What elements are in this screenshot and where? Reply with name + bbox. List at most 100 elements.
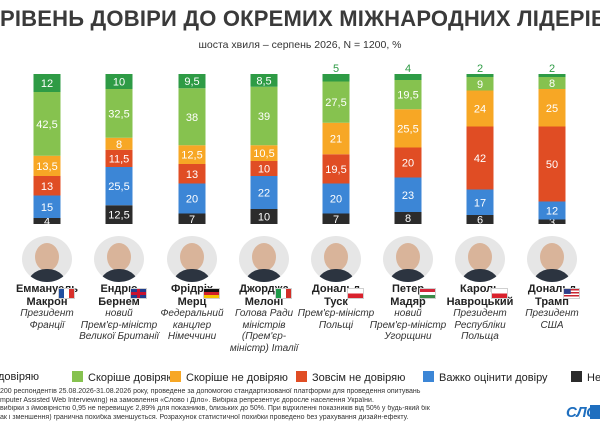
leader-role-line: Федеральний xyxy=(160,308,224,319)
leader-role-line: міністрів (Прем'єр- xyxy=(241,319,287,343)
leader-photo xyxy=(239,236,289,282)
bar-segment xyxy=(178,213,206,224)
bar-segment xyxy=(466,215,494,224)
data-label: 9,5 xyxy=(184,76,199,88)
bar-segment xyxy=(538,201,566,220)
bar-segment xyxy=(105,205,133,224)
data-label: 39 xyxy=(258,111,270,123)
bar-segment xyxy=(105,89,133,138)
bar-segment xyxy=(105,74,133,89)
leader-role-line: Угорщини xyxy=(384,331,432,342)
legend-swatch xyxy=(571,371,582,382)
bar-segment xyxy=(466,126,494,190)
flag-uk-icon xyxy=(130,288,147,299)
data-label: 10 xyxy=(113,77,125,89)
data-label: 25,5 xyxy=(108,181,129,193)
stacked-bar-chart: 4 15 13 13,5 42,5 12 12,5 25,5 11,5 8 32,5 10 7 20 13 1… xyxy=(33,63,566,229)
data-label: 2 xyxy=(477,63,483,75)
bar-segment xyxy=(394,212,422,224)
data-label: 42 xyxy=(474,153,486,165)
data-label: 8,5 xyxy=(256,75,271,87)
footnote-line: вибірки з ймовірністю 0,95 не перевищує … xyxy=(0,405,430,412)
bar-segment xyxy=(178,145,206,164)
leader-last-name: Трамп xyxy=(535,296,569,308)
legend-label: Зовсім не довіряю xyxy=(312,372,406,384)
leader-card: Дональд Трамп Президент США xyxy=(512,236,592,331)
footnote-line: 200 респондентів 25.08.2026-31.08.2026 р… xyxy=(0,388,421,395)
leader-last-name: Бернем xyxy=(98,296,140,308)
bar-segment xyxy=(178,164,206,184)
data-label: 10 xyxy=(258,212,270,224)
data-label: 13,5 xyxy=(36,161,57,173)
legend-swatch xyxy=(170,371,181,382)
leader-first-name: Фрідріх xyxy=(170,283,214,295)
leader-role-line: Прем'єр-міністр xyxy=(369,319,447,331)
bar-segment xyxy=(178,88,206,146)
leader-role-line: новий xyxy=(105,308,133,319)
bar-segment xyxy=(322,154,350,184)
data-label: 11,5 xyxy=(109,153,130,165)
leader-role-line: Прем'єр-міністр xyxy=(80,319,158,331)
bar-segment xyxy=(178,183,206,214)
data-label: 19,5 xyxy=(325,164,346,176)
legend-item-rather-trust: Скоріше довіряю xyxy=(72,371,175,384)
bar-segment xyxy=(394,109,422,148)
leader-first-name: Дональд xyxy=(527,283,577,295)
leader-role-line: новий xyxy=(394,308,422,319)
legend-item-dont-know: Не xyxy=(571,371,600,384)
data-label: 8 xyxy=(116,139,122,151)
bar-segment xyxy=(322,213,350,224)
data-label: 7 xyxy=(189,214,195,226)
leader-photo xyxy=(527,236,577,282)
leader-card: Дональд Туск Прем'єр-міністр Польщі xyxy=(296,236,376,331)
leader-role-line: Німеччини xyxy=(167,331,217,342)
bar-segment xyxy=(250,86,278,146)
data-label: 4 xyxy=(44,216,50,228)
bar-segment xyxy=(33,218,61,224)
leader-role-line: Франції xyxy=(29,319,65,331)
leader-card: Джорджа Мелоні Голова Ради міністрів (Прем'… xyxy=(224,236,304,354)
bar-segment xyxy=(538,219,566,224)
legend-swatch xyxy=(423,371,434,382)
bar-segment xyxy=(466,90,494,127)
legend-label: Не xyxy=(587,372,600,384)
data-label: 5 xyxy=(333,63,339,75)
leader-first-name: Кароль xyxy=(460,283,500,295)
leader-photo xyxy=(94,236,144,282)
bar-segment xyxy=(33,155,61,176)
leader-role-line: Голова Ради xyxy=(234,308,294,319)
data-label: 20 xyxy=(186,194,198,206)
chart-title: РІВЕНЬ ДОВІРИ ДО ОКРЕМИХ МІЖНАРОДНИХ ЛІД… xyxy=(0,6,600,31)
leader-role-line: Польщі xyxy=(318,319,354,331)
data-label: 25,5 xyxy=(397,123,418,135)
bar-segment xyxy=(394,147,422,178)
leader-card: Кароль Навроцький Президент Республіки Польщ… xyxy=(440,236,520,343)
legend-swatch xyxy=(72,371,83,382)
data-label: 3 xyxy=(549,217,555,229)
data-label: 12 xyxy=(546,206,558,218)
bar-segment xyxy=(466,189,494,215)
chart-subtitle: шоста хвиля – серпень 2026, N = 1200, % xyxy=(198,39,402,51)
flag-poland-icon xyxy=(347,288,364,299)
bar-segment xyxy=(322,183,350,214)
data-label: 4 xyxy=(405,63,411,75)
data-label: 12 xyxy=(41,78,53,90)
leader-first-name: Джорджа xyxy=(239,283,289,295)
data-label: 21 xyxy=(330,134,342,146)
legend-swatch xyxy=(296,371,307,382)
leader-role-line: канцлер xyxy=(172,319,212,331)
flag-hungary-icon xyxy=(419,288,436,299)
legend-item-rather-distrust: Скоріше не довіряю xyxy=(170,371,288,384)
leader-card: Фрідріх Мерц Федеральний канцлер Німеччини xyxy=(152,236,232,343)
data-label: 12,5 xyxy=(108,210,129,222)
leader-role-line: Прем'єр-міністр xyxy=(297,308,375,319)
data-label: 10 xyxy=(258,164,270,176)
bar-segment xyxy=(105,137,133,150)
data-label: 17 xyxy=(474,197,486,209)
bar-segment xyxy=(394,177,422,212)
leader-role-line: Президент xyxy=(453,308,507,319)
bar-segment xyxy=(394,80,422,110)
leader-card: Петер Мадяр новий Прем'єр-міністр Угорщини xyxy=(368,236,448,343)
bar-segment xyxy=(322,74,350,82)
bar-segment xyxy=(250,74,278,87)
